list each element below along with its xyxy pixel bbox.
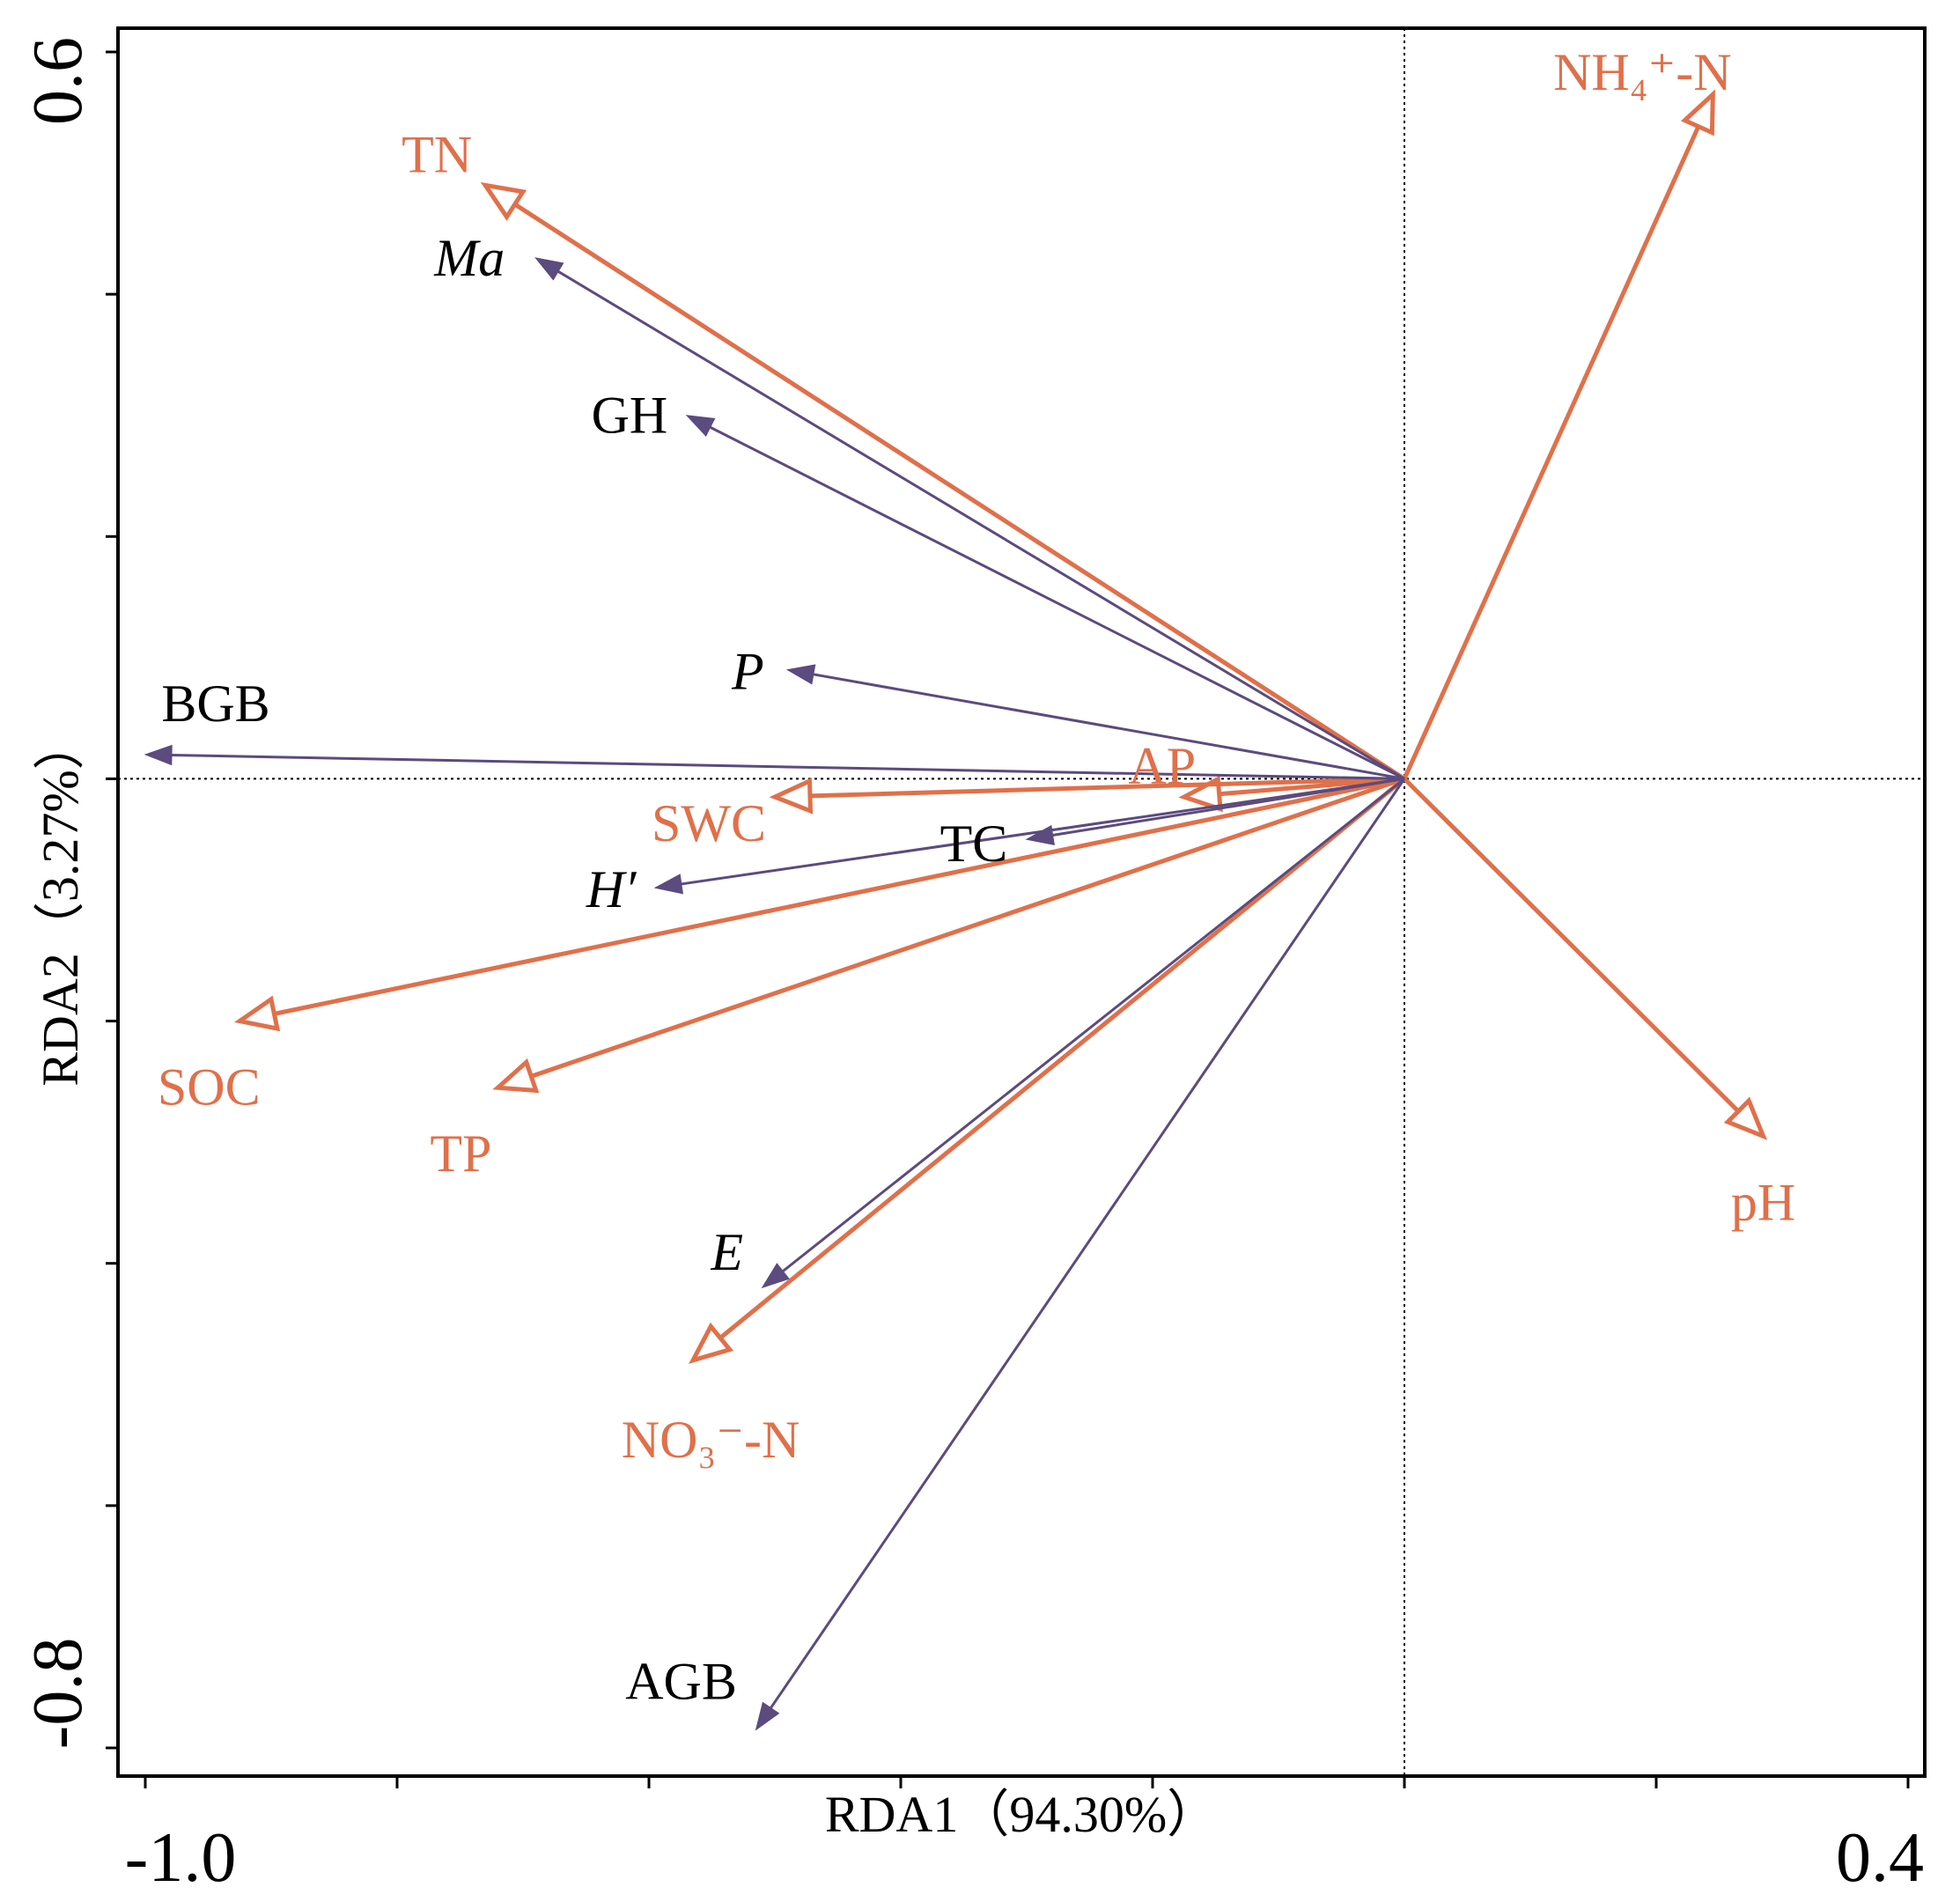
x-tick-label-max: 0.4: [1836, 1819, 1924, 1897]
vector-line-agb: [770, 778, 1406, 1709]
vector-head-ap: [1178, 775, 1223, 813]
vector-line-no-n: [718, 777, 1406, 1340]
minor-ticks: [106, 50, 1910, 1788]
y-tick-label-min: -0.8: [19, 1638, 97, 1750]
vector-head-gh: [685, 415, 716, 437]
vector-label-agb: AGB: [625, 1652, 737, 1710]
vector-label-tn: TN: [402, 125, 472, 183]
reference-lines: [118, 28, 1925, 1776]
vector-label-ma: Ma: [433, 229, 505, 287]
vector-line-nh-n: [1402, 125, 1701, 780]
vector-head-tc: [1025, 824, 1055, 845]
vector-label-swc: SWC: [652, 794, 766, 852]
vector-head-ph: [1723, 1096, 1768, 1140]
vector-label-h: H′: [586, 860, 637, 918]
vector-head-swc: [769, 778, 814, 815]
vector-head-p: [785, 664, 816, 685]
vector-label-p: P: [731, 643, 764, 701]
plot-frame: [116, 26, 1927, 1778]
vector-label-ap: AP: [1128, 737, 1196, 795]
vector-line-e: [782, 778, 1405, 1272]
vector-head-tn: [480, 181, 527, 221]
vector-head-ma: [534, 257, 564, 281]
vector-label-nh-n: NH₄⁺-N: [1553, 43, 1732, 101]
vector-label-no-n: NO₃⁻-N: [622, 1411, 800, 1469]
vector-label-tp: TP: [430, 1124, 491, 1183]
vector-label-ph: pH: [1731, 1173, 1795, 1231]
vector-line-gh: [709, 425, 1405, 780]
vector-head-bgb: [144, 744, 173, 766]
vector-line-h: [681, 777, 1405, 886]
vector-head-e: [761, 1263, 790, 1289]
y-axis-title: RDA2（3.27%）: [32, 719, 89, 1086]
vector-label-soc: SOC: [158, 1058, 261, 1117]
vector-labels: TN NH₄⁺-N AP SWC SOC TP NO₃⁻-N pH Ma GH P BGB TC H′ E A…: [158, 43, 1795, 1710]
vector-head-h: [653, 874, 684, 895]
vector-line-p: [813, 673, 1405, 780]
vector-label-gh: GH: [592, 387, 668, 445]
vector-line-ma: [557, 270, 1405, 780]
vector-label-e: E: [710, 1223, 743, 1281]
vector-line-ph: [1403, 777, 1740, 1113]
vector-head-tp: [492, 1058, 540, 1094]
vector-head-soc: [233, 995, 281, 1032]
vector-line-swc: [809, 776, 1405, 799]
vector-line-bgb: [171, 753, 1405, 780]
vector-line-tn: [513, 202, 1406, 781]
vector-line-soc: [273, 776, 1405, 1016]
vector-head-nh-n: [1680, 89, 1715, 136]
vector-head-no-n: [689, 1322, 734, 1364]
vector-label-bgb: BGB: [161, 675, 269, 733]
x-tick-label-min: -1.0: [125, 1819, 237, 1897]
vector-line-tp: [530, 777, 1405, 1079]
x-axis-title: RDA1（94.30%）: [825, 1786, 1218, 1843]
y-tick-label-max: 0.6: [19, 37, 97, 125]
vectors: [144, 89, 1768, 1731]
vector-head-agb: [755, 1701, 780, 1731]
vector-label-tc: TC: [940, 815, 1008, 873]
